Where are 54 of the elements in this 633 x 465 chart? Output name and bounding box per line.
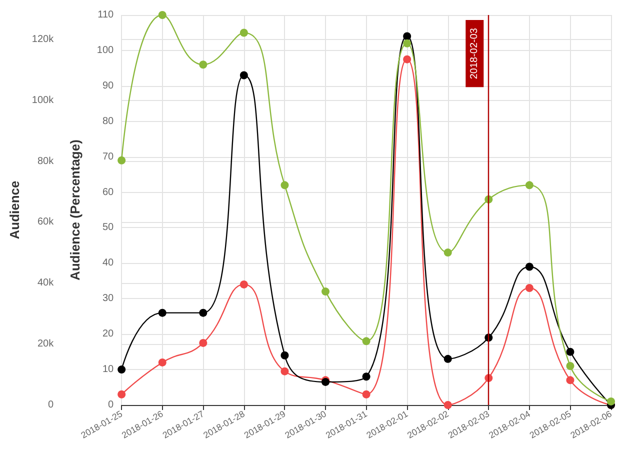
point [280, 181, 289, 190]
point [322, 288, 330, 296]
y-tick-label: 0 [108, 400, 114, 410]
point [362, 390, 370, 398]
y2-tick-label: 60k [37, 216, 55, 228]
point [403, 32, 412, 40]
point [240, 28, 248, 37]
y-tick-label: 10 [102, 364, 114, 376]
point [444, 354, 452, 363]
y-tick-label: 80 [102, 116, 114, 127]
point [525, 181, 534, 190]
point [280, 351, 289, 360]
y-tick-label: 50 [102, 222, 114, 234]
point [566, 376, 574, 384]
y-axis-title: Audience (Percentage) [68, 140, 83, 280]
y-tick-label: 110 [98, 10, 114, 20]
point [525, 284, 534, 292]
y2-tick-label: 40k [37, 278, 55, 289]
y2-tick-label: 0 [48, 400, 54, 410]
y-tick-label: 20 [102, 328, 114, 340]
point [118, 390, 126, 398]
point [607, 397, 615, 406]
point [199, 338, 208, 347]
y-tick-label: 90 [102, 80, 114, 92]
point [158, 358, 166, 366]
point [199, 60, 208, 69]
y-tick-label: 60 [102, 186, 114, 198]
point [118, 156, 126, 164]
point [158, 308, 166, 317]
point [444, 248, 452, 257]
y2-tick-label: 120k [32, 34, 55, 45]
y-tick-label: 30 [102, 293, 114, 304]
point [403, 55, 412, 64]
point [158, 11, 166, 19]
point [566, 348, 574, 356]
y2-tick-label: 20k [37, 338, 55, 350]
point [240, 71, 248, 80]
y-tick-label: 70 [102, 151, 114, 162]
point [362, 372, 370, 381]
point [362, 337, 370, 346]
y2-axis-title: Audience [7, 180, 22, 240]
point [566, 362, 574, 370]
y-tick-label: 40 [102, 258, 114, 269]
y2-tick-label: 80k [37, 156, 55, 167]
point [444, 401, 452, 409]
point [118, 366, 126, 374]
point [280, 367, 289, 376]
point [525, 262, 534, 271]
y-tick-label: 100 [96, 44, 114, 56]
point [240, 280, 248, 288]
y2-tick-label: 100k [32, 94, 55, 106]
ref-line-label: 2018-02-03 [469, 28, 480, 80]
point [403, 39, 412, 48]
point [199, 308, 208, 317]
